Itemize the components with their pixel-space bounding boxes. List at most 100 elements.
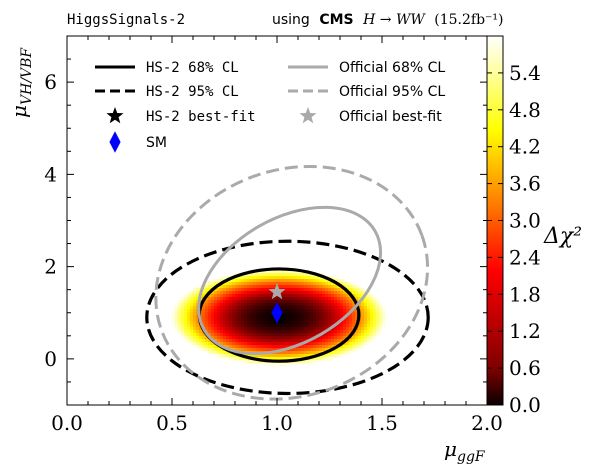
heatmap-cell [376,333,380,337]
heatmap-cell [187,297,191,301]
y-axis-label-sub: VH/VBF [19,47,35,105]
heatmap-cell [244,348,248,352]
heatmap-cell [241,300,245,304]
heatmap-cell [208,330,212,334]
heatmap-cell [205,327,209,331]
heatmap-cell [280,291,284,295]
heatmap-cell [229,306,233,310]
heatmap-cell [277,330,281,334]
heatmap-cell [319,348,323,352]
heatmap-cell [292,333,296,337]
heatmap-cell [214,354,218,358]
heatmap-cell [238,285,242,289]
heatmap-cell [250,282,254,286]
heatmap-cell [256,354,260,358]
heatmap-cell [358,291,362,295]
heatmap-cell [358,336,362,340]
heatmap-cell [280,342,284,346]
heatmap-cell [304,345,308,349]
heatmap-cell [175,315,179,319]
heatmap-cell [172,324,176,328]
heatmap-cell [382,315,386,319]
heatmap-cell [196,336,200,340]
heatmap-cell [337,315,341,319]
heatmap-cell [328,339,332,343]
heatmap-cell [241,279,245,283]
heatmap-cell [229,342,233,346]
heatmap-cell [295,276,299,280]
heatmap-cell [346,342,350,346]
heatmap-cell [223,315,227,319]
heatmap-cell [271,327,275,331]
heatmap-cell [298,327,302,331]
heatmap-cell [340,303,344,307]
heatmap-cell [250,342,254,346]
heatmap-cell [256,303,260,307]
heatmap-cell [286,327,290,331]
heatmap-cell [277,327,281,331]
heatmap-cell [214,297,218,301]
heatmap-cell [379,303,383,307]
heatmap-cell [226,324,230,328]
heatmap-cell [340,312,344,316]
heatmap-cell [187,291,191,295]
legend-hs-2-best-fit: HS-2 best-fit [106,107,256,125]
heatmap-cell [262,342,266,346]
heatmap-cell [268,315,272,319]
heatmap-cell [226,351,230,355]
heatmap-cell [229,303,233,307]
heatmap-cell [337,348,341,352]
heatmap-cell [361,330,365,334]
heatmap-cell [184,309,188,313]
heatmap-cell [301,333,305,337]
heatmap-cell [298,318,302,322]
heatmap-cell [235,345,239,349]
heatmap-cell [355,285,359,289]
heatmap-cell [268,333,272,337]
heatmap-cell [229,324,233,328]
heatmap-cell [316,279,320,283]
heatmap-cell [262,312,266,316]
heatmap-cell [310,285,314,289]
heatmap-cell [334,300,338,304]
heatmap-cell [199,345,203,349]
heatmap-cell [298,303,302,307]
heatmap-cell [304,354,308,358]
heatmap-cell [244,297,248,301]
heatmap-cell [301,339,305,343]
colorbar-tick-label: 1.2 [509,319,541,343]
heatmap-cell [262,339,266,343]
heatmap-cell [190,336,194,340]
heatmap-cell [220,276,224,280]
heatmap-cell [208,303,212,307]
y-tick-label: 2 [44,255,57,279]
heatmap-cell [328,336,332,340]
heatmap-cell [244,336,248,340]
heatmap-cell [301,294,305,298]
heatmap-cell [361,318,365,322]
heatmap-cell [250,288,254,292]
heatmap-cell [232,324,236,328]
heatmap-cell [301,309,305,313]
heatmap-cell [337,339,341,343]
heatmap-cell [238,297,242,301]
heatmap-cell [379,309,383,313]
heatmap-cell [322,324,326,328]
heatmap-cell [307,330,311,334]
heatmap-cell [316,297,320,301]
heatmap-cell [271,273,275,277]
heatmap-cell [376,330,380,334]
heatmap-cell [265,270,269,274]
heatmap-cell [259,309,263,313]
heatmap-cell [289,324,293,328]
heatmap-cell [301,276,305,280]
heatmap-cell [355,348,359,352]
heatmap-cell [358,339,362,343]
heatmap-cell [193,291,197,295]
heatmap-cell [295,291,299,295]
heatmap-cell [256,294,260,298]
heatmap-cell [292,342,296,346]
heatmap-cell [250,345,254,349]
heatmap-cell [217,297,221,301]
heatmap-cell [190,330,194,334]
